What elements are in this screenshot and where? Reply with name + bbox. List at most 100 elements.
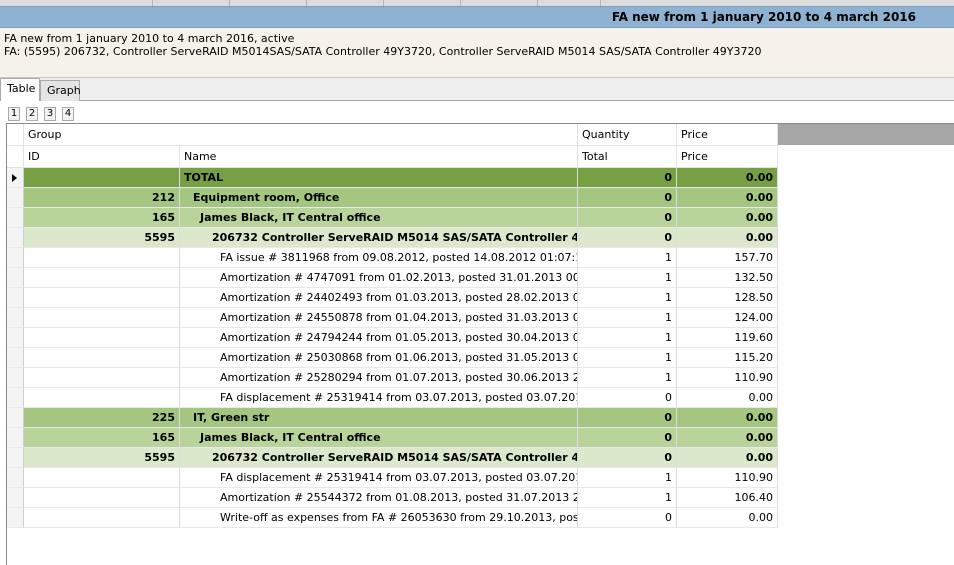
cell-quantity: 1 bbox=[578, 348, 677, 368]
cell-id bbox=[24, 328, 180, 348]
tab-graph[interactable]: Graph bbox=[40, 80, 81, 102]
row-indicator[interactable] bbox=[7, 208, 24, 228]
cell-name: FA displacement # 25319414 from 03.07.20… bbox=[180, 468, 578, 488]
table-row[interactable]: Amortization # 24794244 from 01.05.2013,… bbox=[7, 328, 778, 348]
cell-price: 0.00 bbox=[677, 508, 778, 528]
table-row[interactable]: 212 Equipment room, Office 0 0.00 bbox=[7, 188, 778, 208]
cell-name: FA displacement # 25319414 from 03.07.20… bbox=[180, 388, 578, 408]
table-row[interactable]: FA displacement # 25319414 from 03.07.20… bbox=[7, 388, 778, 408]
header-name[interactable]: Name bbox=[180, 146, 578, 168]
cell-id: 212 bbox=[24, 188, 180, 208]
row-indicator[interactable] bbox=[7, 328, 24, 348]
table-row[interactable]: 165 James Black, IT Central office 0 0.00 bbox=[7, 428, 778, 448]
table-row[interactable]: 165 James Black, IT Central office 0 0.00 bbox=[7, 208, 778, 228]
table-row[interactable]: FA issue # 3811968 from 09.08.2012, post… bbox=[7, 248, 778, 268]
cell-name: TOTAL bbox=[180, 168, 578, 188]
header-id[interactable]: ID bbox=[24, 146, 180, 168]
cell-id bbox=[24, 288, 180, 308]
grid-header-row-2: ID Name Total Price bbox=[7, 146, 778, 168]
table-row[interactable]: Amortization # 25030868 from 01.06.2013,… bbox=[7, 348, 778, 368]
header-price-group[interactable]: Price bbox=[677, 124, 778, 146]
cell-name: Amortization # 25280294 from 01.07.2013,… bbox=[180, 368, 578, 388]
cell-id: 225 bbox=[24, 408, 180, 428]
table-row[interactable]: Amortization # 24550878 from 01.04.2013,… bbox=[7, 308, 778, 328]
cell-id bbox=[24, 468, 180, 488]
row-indicator[interactable] bbox=[7, 308, 24, 328]
table-row[interactable]: Amortization # 24402493 from 01.03.2013,… bbox=[7, 288, 778, 308]
table-row[interactable]: Amortization # 25280294 from 01.07.2013,… bbox=[7, 368, 778, 388]
cell-quantity: 0 bbox=[578, 508, 677, 528]
title-bar: FA new from 1 january 2010 to 4 march 20… bbox=[0, 6, 954, 28]
cell-price: 0.00 bbox=[677, 428, 778, 448]
row-indicator[interactable] bbox=[7, 188, 24, 208]
row-indicator[interactable] bbox=[7, 228, 24, 248]
row-indicator[interactable] bbox=[7, 488, 24, 508]
cell-id bbox=[24, 348, 180, 368]
cell-name: 206732 Controller ServeRAID M5014 SAS/SA… bbox=[180, 228, 578, 248]
cell-id bbox=[24, 308, 180, 328]
table-row[interactable]: FA displacement # 25319414 from 03.07.20… bbox=[7, 468, 778, 488]
cell-price: 157.70 bbox=[677, 248, 778, 268]
header-indicator-cell bbox=[7, 146, 24, 168]
row-indicator[interactable] bbox=[7, 408, 24, 428]
level-4-button[interactable]: 4 bbox=[62, 107, 74, 121]
report-fa-line: FA: (5595) 206732, Controller ServeRAID … bbox=[4, 45, 762, 58]
level-1-button[interactable]: 1 bbox=[8, 107, 20, 121]
table-row[interactable]: 225 IT, Green str 0 0.00 bbox=[7, 408, 778, 428]
table-row[interactable]: 5595 206732 Controller ServeRAID M5014 SA… bbox=[7, 228, 778, 248]
grid-empty-area bbox=[778, 124, 954, 145]
header-price[interactable]: Price bbox=[677, 146, 778, 168]
cell-price: 106.40 bbox=[677, 488, 778, 508]
row-indicator[interactable] bbox=[7, 508, 24, 528]
tab-table[interactable]: Table bbox=[0, 78, 40, 102]
cell-price: 119.60 bbox=[677, 328, 778, 348]
table-row[interactable]: 5595 206732 Controller ServeRAID M5014 SA… bbox=[7, 448, 778, 468]
cell-name: Amortization # 4747091 from 01.02.2013, … bbox=[180, 268, 578, 288]
row-indicator[interactable] bbox=[7, 368, 24, 388]
cell-name: Amortization # 24402493 from 01.03.2013,… bbox=[180, 288, 578, 308]
cell-quantity: 1 bbox=[578, 268, 677, 288]
cell-quantity: 0 bbox=[578, 428, 677, 448]
cell-quantity: 1 bbox=[578, 328, 677, 348]
cell-price: 0.00 bbox=[677, 188, 778, 208]
level-3-button[interactable]: 3 bbox=[44, 107, 56, 121]
cell-price: 0.00 bbox=[677, 228, 778, 248]
row-indicator[interactable] bbox=[7, 348, 24, 368]
cell-name: Amortization # 24794244 from 01.05.2013,… bbox=[180, 328, 578, 348]
cell-quantity: 1 bbox=[578, 308, 677, 328]
row-indicator[interactable] bbox=[7, 388, 24, 408]
row-indicator[interactable] bbox=[7, 248, 24, 268]
row-indicator[interactable] bbox=[7, 428, 24, 448]
row-indicator[interactable] bbox=[7, 448, 24, 468]
level-2-button[interactable]: 2 bbox=[26, 107, 38, 121]
cell-price: 0.00 bbox=[677, 388, 778, 408]
report-info-panel: FA new from 1 january 2010 to 4 march 20… bbox=[0, 28, 954, 78]
report-grid: Group Quantity Price ID Name Total Price… bbox=[6, 123, 954, 565]
cell-name: IT, Green str bbox=[180, 408, 578, 428]
cell-quantity: 1 bbox=[578, 248, 677, 268]
cell-name: Amortization # 24550878 from 01.04.2013,… bbox=[180, 308, 578, 328]
row-indicator[interactable] bbox=[7, 268, 24, 288]
cell-name: Amortization # 25030868 from 01.06.2013,… bbox=[180, 348, 578, 368]
table-row[interactable]: TOTAL 0 0.00 bbox=[7, 168, 778, 188]
cell-price: 132.50 bbox=[677, 268, 778, 288]
row-indicator[interactable] bbox=[7, 288, 24, 308]
row-indicator[interactable] bbox=[7, 468, 24, 488]
header-group[interactable]: Group bbox=[24, 124, 578, 146]
cell-quantity: 1 bbox=[578, 368, 677, 388]
table-row[interactable]: Amortization # 4747091 from 01.02.2013, … bbox=[7, 268, 778, 288]
table-row[interactable]: Amortization # 25544372 from 01.08.2013,… bbox=[7, 488, 778, 508]
cell-name: Equipment room, Office bbox=[180, 188, 578, 208]
table-row[interactable]: Write-off as expenses from FA # 26053630… bbox=[7, 508, 778, 528]
cell-name: FA issue # 3811968 from 09.08.2012, post… bbox=[180, 248, 578, 268]
row-indicator[interactable] bbox=[7, 168, 24, 188]
grid-header-row-1: Group Quantity Price bbox=[7, 124, 778, 146]
cell-quantity: 0 bbox=[578, 448, 677, 468]
header-quantity[interactable]: Quantity bbox=[578, 124, 677, 146]
cell-quantity: 1 bbox=[578, 468, 677, 488]
cell-id bbox=[24, 488, 180, 508]
header-total[interactable]: Total bbox=[578, 146, 677, 168]
cell-price: 0.00 bbox=[677, 168, 778, 188]
cell-id bbox=[24, 508, 180, 528]
cell-quantity: 0 bbox=[578, 188, 677, 208]
